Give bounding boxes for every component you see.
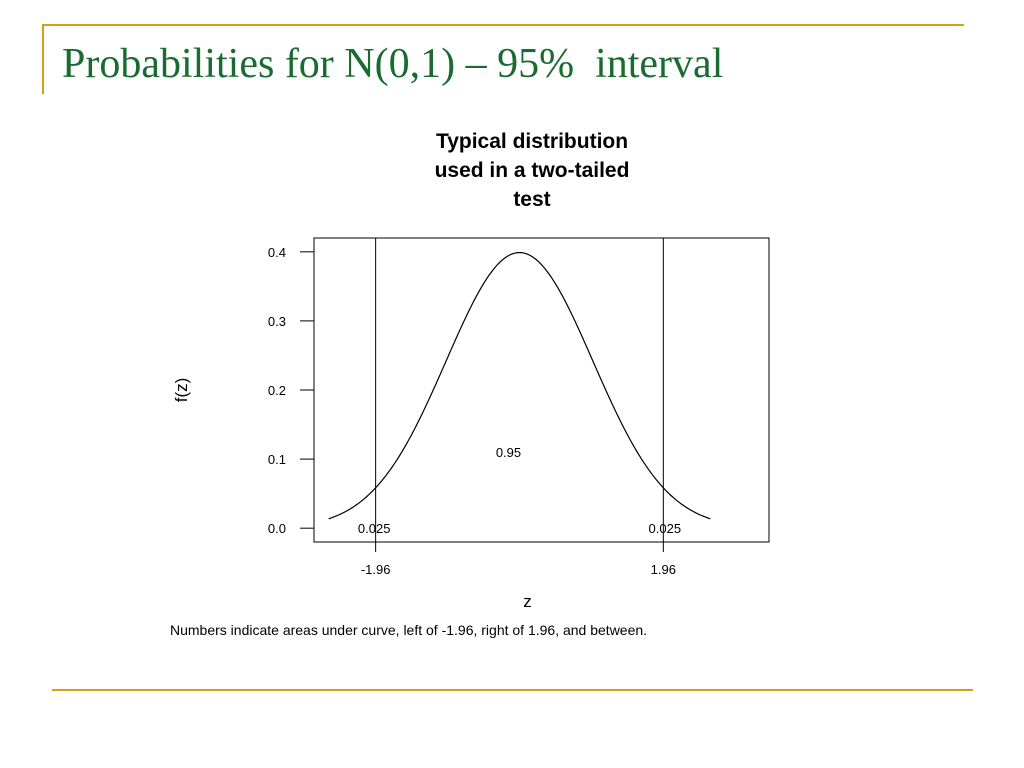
plot-frame [313,237,770,543]
area-label: 0.025 [649,521,682,536]
density-curve [328,251,711,520]
y-tick-label: 0.4 [268,245,286,260]
x-tick-label: -1.96 [361,562,391,577]
frame-left-line [42,24,44,94]
frame-top-line [42,24,964,26]
chart-caption: Numbers indicate areas under curve, left… [170,622,648,638]
y-tick-label: 0.0 [268,521,286,536]
slide-title: Probabilities for N(0,1) – 95% interval [62,41,724,87]
x-axis-label: z [523,592,532,611]
area-label: 0.95 [496,445,521,460]
y-axis-label: f(z) [172,378,191,403]
x-tick-label: 1.96 [651,562,676,577]
chart-title-line-1: Typical distribution [435,130,629,153]
y-tick-label: 0.1 [268,452,286,467]
chart-title-line-3: test [513,188,551,211]
area-label: 0.025 [358,521,391,536]
y-tick-label: 0.2 [268,383,286,398]
chart-title: Typical distribution used in a two-taile… [382,127,682,214]
chart-title-line-2: used in a two-tailed [434,159,630,182]
frame-bottom-line [52,689,973,691]
y-tick-label: 0.3 [268,314,286,329]
